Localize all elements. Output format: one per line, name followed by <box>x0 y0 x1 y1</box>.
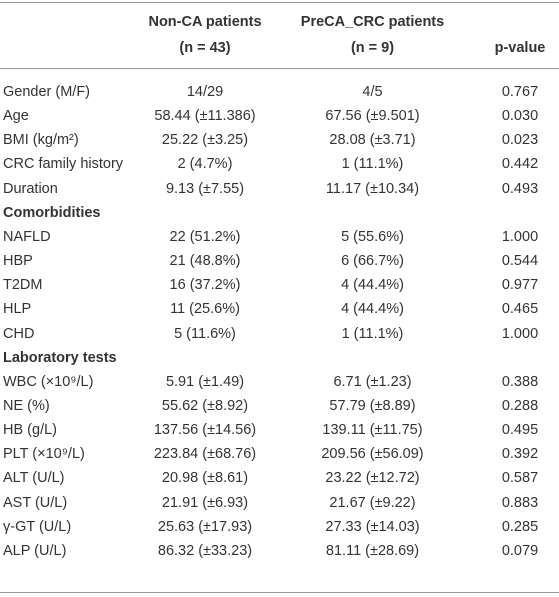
row-label: T2DM <box>3 277 43 294</box>
header-rule <box>0 68 559 69</box>
cell-value: 25.22 (±3.25) <box>161 132 249 149</box>
subheader-cell: (n = 9) <box>350 40 395 56</box>
cell-value: 0.392 <box>501 446 539 463</box>
top-rule <box>0 2 559 3</box>
cell-value: 21.91 (±6.93) <box>161 494 249 511</box>
cell-value: 21.67 (±9.22) <box>329 494 416 511</box>
row-label: PLT (×10⁹/L) <box>3 446 85 463</box>
cell-value: 223.84 (±68.76) <box>153 446 257 463</box>
section-label: Laboratory tests <box>3 349 117 366</box>
cell-value: 81.11 (±28.69) <box>325 542 420 559</box>
cell-value: 0.079 <box>501 542 539 559</box>
cell-value: 0.388 <box>501 373 539 390</box>
cell-value: 27.33 (±14.03) <box>325 518 420 535</box>
cell-value: 22 (51.2%) <box>169 228 241 245</box>
cell-value: 0.977 <box>501 277 539 294</box>
header-cell: Non-CA patients <box>148 14 262 30</box>
section-label: Comorbidities <box>3 204 101 221</box>
cell-value: 1 (11.1%) <box>341 156 404 173</box>
cell-value: 55.62 (±8.92) <box>161 397 249 414</box>
cell-value: 57.79 (±8.89) <box>329 397 416 414</box>
cell-value: 23.22 (±12.72) <box>325 470 420 487</box>
cell-value: 2 (4.7%) <box>177 156 233 173</box>
cell-value: 0.587 <box>501 470 539 487</box>
cell-value: 4 (44.4%) <box>341 277 404 294</box>
cell-value: 0.544 <box>501 253 539 270</box>
row-label: NE (%) <box>3 397 50 414</box>
row-label: BMI (kg/m²) <box>3 132 79 149</box>
cell-value: 6 (66.7%) <box>341 253 404 270</box>
cell-value: 137.56 (±14.56) <box>153 422 257 439</box>
cell-value: 0.285 <box>501 518 539 535</box>
row-label: Age <box>3 108 29 125</box>
cell-value: 0.030 <box>501 108 539 125</box>
cell-value: 11.17 (±10.34) <box>325 180 420 197</box>
row-label: ALT (U/L) <box>3 470 65 487</box>
row-label: WBC (×10⁹/L) <box>3 373 94 390</box>
cell-value: 11 (25.6%) <box>170 301 240 318</box>
row-label: CHD <box>3 325 35 342</box>
row-label: ALP (U/L) <box>3 542 67 559</box>
cell-value: 4/5 <box>362 84 383 100</box>
row-label: CRC family history <box>3 156 124 173</box>
header-cell: PreCA_CRC patients <box>300 14 445 30</box>
row-label: Duration <box>3 180 58 197</box>
subheader-cell: (n = 43) <box>179 40 231 56</box>
cell-value: 20.98 (±8.61) <box>161 470 249 487</box>
cell-value: 0.883 <box>501 494 539 511</box>
cell-value: 0.495 <box>501 422 539 439</box>
header-cell: p-value <box>494 40 546 56</box>
cell-value: 5.91 (±1.49) <box>165 373 245 390</box>
bottom-rule <box>0 592 559 593</box>
cell-value: 0.767 <box>501 84 539 100</box>
cell-value: 67.56 (±9.501) <box>325 108 420 125</box>
cell-value: 9.13 (±7.55) <box>165 180 245 197</box>
cell-value: 21 (48.8%) <box>169 253 241 270</box>
row-label: HBP <box>3 253 33 270</box>
cell-value: 1.000 <box>501 228 539 245</box>
row-label: NAFLD <box>3 228 51 245</box>
cell-value: 0.465 <box>501 301 539 318</box>
row-label: HB (g/L) <box>3 422 57 439</box>
cell-value: 139.11 (±11.75) <box>322 422 423 439</box>
row-label: AST (U/L) <box>3 494 68 511</box>
cell-value: 209.56 (±56.09) <box>321 446 424 463</box>
cell-value: 0.023 <box>501 132 539 149</box>
cell-value: 86.32 (±33.23) <box>157 542 253 559</box>
cell-value: 28.08 (±3.71) <box>329 132 416 149</box>
cell-value: 0.493 <box>501 180 539 197</box>
cell-value: 58.44 (±11.386) <box>154 108 256 125</box>
cell-value: 5 (11.6%) <box>174 325 236 342</box>
row-label: Gender (M/F) <box>3 84 91 100</box>
cell-value: 6.71 (±1.23) <box>333 373 412 390</box>
row-label: γ-GT (U/L) <box>3 518 72 535</box>
cell-value: 1.000 <box>501 325 539 342</box>
cell-value: 0.442 <box>501 156 539 173</box>
cell-value: 1 (11.1%) <box>341 325 404 342</box>
cell-value: 25.63 (±17.93) <box>157 518 253 535</box>
cell-value: 0.288 <box>501 397 539 414</box>
row-label: HLP <box>3 301 32 318</box>
cell-value: 16 (37.2%) <box>169 277 241 294</box>
cell-value: 5 (55.6%) <box>341 228 404 245</box>
cell-value: 14/29 <box>186 84 224 100</box>
cell-value: 4 (44.4%) <box>341 301 404 318</box>
